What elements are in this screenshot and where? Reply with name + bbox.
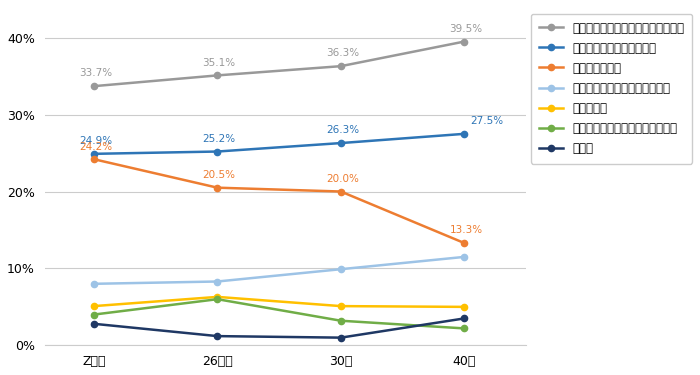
- Text: 36.3%: 36.3%: [326, 48, 359, 58]
- 地元に近い（友人・知人が多い）: [214, 297, 222, 302]
- 地元に近い（友人・知人が多い）: [337, 318, 345, 323]
- その他: [90, 321, 98, 326]
- ローンの返済に無理がない: [337, 141, 345, 146]
- 親元に近い: [90, 304, 98, 308]
- ローンの返済に無理がない: [460, 132, 468, 136]
- 立地が良い（駅近、生活に便利等）: [337, 64, 345, 68]
- Line: 立地が良い（駅近、生活に便利等）: 立地が良い（駅近、生活に便利等）: [91, 38, 468, 89]
- Text: 26.3%: 26.3%: [326, 125, 359, 135]
- 資産価値がある（将来売れる）: [460, 255, 468, 259]
- 立地が良い（駅近、生活に便利等）: [90, 84, 98, 88]
- 親元に近い: [214, 295, 222, 299]
- Line: 新築であること: 新築であること: [91, 156, 468, 246]
- 新築であること: [460, 241, 468, 245]
- 地元に近い（友人・知人が多い）: [90, 312, 98, 317]
- Line: 資産価値がある（将来売れる）: 資産価値がある（将来売れる）: [91, 254, 468, 287]
- その他: [214, 334, 222, 338]
- 地元に近い（友人・知人が多い）: [460, 326, 468, 331]
- Line: 親元に近い: 親元に近い: [91, 294, 468, 310]
- 資産価値がある（将来売れる）: [90, 282, 98, 286]
- Text: 24.2%: 24.2%: [79, 141, 112, 152]
- ローンの返済に無理がない: [90, 152, 98, 156]
- Line: ローンの返済に無理がない: ローンの返済に無理がない: [91, 131, 468, 157]
- ローンの返済に無理がない: [214, 149, 222, 154]
- Text: 33.7%: 33.7%: [79, 69, 112, 78]
- 立地が良い（駅近、生活に便利等）: [214, 73, 222, 78]
- 新築であること: [214, 185, 222, 190]
- 資産価値がある（将来売れる）: [214, 279, 222, 284]
- 資産価値がある（将来売れる）: [337, 267, 345, 272]
- Text: 20.5%: 20.5%: [202, 170, 236, 180]
- Line: その他: その他: [91, 315, 468, 341]
- Text: 25.2%: 25.2%: [202, 134, 236, 144]
- Text: 24.9%: 24.9%: [79, 136, 112, 146]
- 立地が良い（駅近、生活に便利等）: [460, 39, 468, 44]
- Line: 地元に近い（友人・知人が多い）: 地元に近い（友人・知人が多い）: [91, 296, 468, 332]
- Text: 20.0%: 20.0%: [326, 174, 359, 184]
- その他: [337, 335, 345, 340]
- 新築であること: [337, 189, 345, 194]
- Text: 13.3%: 13.3%: [449, 225, 482, 236]
- Text: 27.5%: 27.5%: [470, 116, 503, 126]
- 親元に近い: [460, 304, 468, 309]
- Text: 39.5%: 39.5%: [449, 24, 482, 34]
- Text: 35.1%: 35.1%: [202, 58, 236, 68]
- Legend: 立地が良い（駅近、生活に便利等）, ローンの返済に無理がない, 新築であること, 資産価値がある（将来売れる）, 親元に近い, 地元に近い（友人・知人が多い）,: 立地が良い（駅近、生活に便利等）, ローンの返済に無理がない, 新築であること,…: [531, 14, 692, 164]
- その他: [460, 316, 468, 321]
- 親元に近い: [337, 304, 345, 308]
- 新築であること: [90, 157, 98, 162]
